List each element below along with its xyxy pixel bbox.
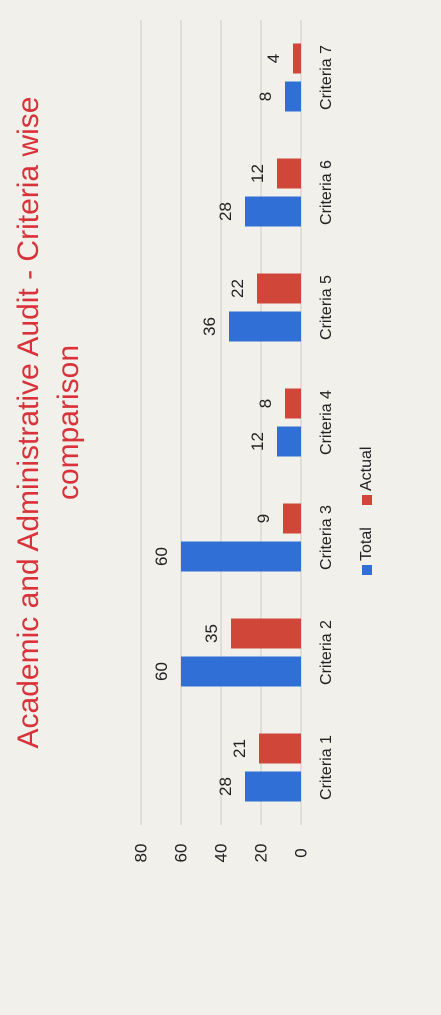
chart-title: Academic and Administrative Audit - Crit… [12,97,85,749]
bar-actual-1 [259,733,301,764]
gridlines [140,20,302,825]
data-label: 28 [216,202,235,221]
bar-total-7 [285,81,301,112]
data-label: 8 [256,399,275,408]
y-tick-label: 20 [252,844,271,863]
bar-actual-4 [285,388,301,419]
bar-total-1 [245,771,301,802]
bar-total-5 [229,311,301,342]
data-label: 60 [152,547,171,566]
y-tick-label: 0 [292,848,311,857]
data-labels: 28 21 60 35 60 9 12 8 36 22 28 12 8 4 [152,54,283,796]
bar-total-3 [181,541,301,572]
legend-label: Total [358,527,375,561]
category-label: Criteria 1 [318,735,335,800]
bar-actual-7 [293,43,301,74]
data-label: 36 [200,317,219,336]
bar-actual-5 [257,273,301,304]
legend-swatch [362,495,372,505]
data-label: 21 [230,739,249,758]
data-label: 22 [228,279,247,298]
data-label: 12 [248,432,267,451]
chart-title-line: Academic and Administrative Audit - Crit… [12,97,45,749]
y-axis-ticks: 0 20 40 60 80 [132,844,311,863]
data-label: 28 [216,777,235,796]
y-tick-label: 80 [132,844,151,863]
category-label: Criteria 2 [318,620,335,685]
legend-label: Actual [358,447,375,491]
data-label: 9 [254,514,273,523]
category-label: Criteria 4 [318,390,335,455]
bar-total-2 [181,656,301,687]
bar-total-6 [245,196,301,227]
bar-actual-3 [283,503,301,534]
bar-actual-6 [277,158,301,189]
chart-title-line: comparison [52,345,85,500]
data-label: 8 [256,92,275,101]
category-label: Criteria 3 [318,505,335,570]
data-label: 60 [152,662,171,681]
y-tick-label: 60 [172,844,191,863]
bars [181,43,301,802]
bar-total-4 [277,426,301,457]
legend-swatch [362,565,372,575]
category-label: Criteria 7 [318,45,335,110]
legend: Total Actual [358,447,375,575]
data-label: 12 [248,164,267,183]
data-label: 4 [264,54,283,63]
category-labels: Criteria 1 Criteria 2 Criteria 3 Criteria 4… [318,45,335,800]
bar-actual-2 [231,618,301,649]
category-label: Criteria 6 [318,160,335,225]
category-label: Criteria 5 [318,275,335,340]
y-tick-label: 40 [212,844,231,863]
data-label: 35 [202,624,221,643]
